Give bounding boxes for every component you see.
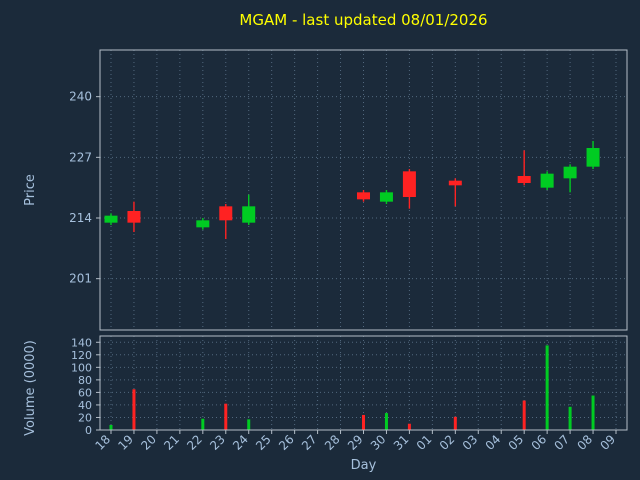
volume-bar [384,413,388,430]
x-tick-label: 25 [253,432,274,453]
candle-body-up [196,220,210,228]
price-tick-label: 201 [69,272,92,286]
candle-body-down [448,180,462,186]
x-tick-label: 19 [115,432,136,453]
x-tick-label: 30 [368,432,389,453]
x-tick-label: 24 [230,432,251,453]
volume-bar [453,416,457,430]
candle-body-down [517,176,531,183]
x-tick-label: 05 [506,432,527,453]
x-tick-label: 04 [483,432,504,453]
day-axis-label: Day [351,458,377,473]
x-tick-label: 28 [322,432,343,453]
volume-tick-label: 0 [85,424,92,437]
x-tick-label: 18 [92,432,113,453]
x-tick-label: 23 [207,432,228,453]
volume-bar [247,419,251,430]
candle-body-up [563,166,577,179]
x-tick-label: 02 [437,432,458,453]
volume-bar [591,395,595,430]
candle-body-up [104,215,118,223]
candle-body-down [402,171,416,197]
x-tick-label: 27 [299,432,320,453]
candle-body-up [379,192,393,202]
x-tick-label: 31 [391,432,412,453]
x-tick-label: 26 [276,432,297,453]
volume-bar [362,414,365,430]
volume-tick-label: 40 [78,399,92,412]
volume-bar [109,424,113,430]
volume-bar [224,403,228,430]
candle-body-down [127,211,141,223]
volume-tick-label: 100 [71,361,92,374]
volume-bar [545,345,549,430]
x-tick-label: 06 [529,432,550,453]
volume-tick-label: 120 [71,349,92,362]
candle-body-up [586,148,600,167]
candle-body-up [242,206,256,223]
volume-tick-label: 80 [78,374,92,387]
x-tick-label: 07 [552,432,573,453]
x-tick-label: 03 [460,432,481,453]
x-tick-label: 22 [184,432,205,453]
price-tick-label: 227 [69,150,92,164]
candle-body-up [540,173,554,188]
volume-tick-label: 20 [78,411,92,424]
x-tick-label: 21 [161,432,182,453]
volume-tick-label: 60 [78,386,92,399]
volume-bar [201,418,205,430]
candle-body-down [357,192,370,200]
x-tick-label: 01 [414,432,435,453]
volume-bar [132,389,136,430]
volume-bar [522,400,526,430]
x-tick-label: 08 [574,432,595,453]
price-tick-label: 214 [69,211,92,225]
chart-title: MGAM - last updated 08/01/2026 [239,11,488,29]
x-tick-label: 09 [597,432,618,453]
x-tick-label: 29 [345,432,366,453]
volume-bar [568,406,572,430]
volume-tick-label: 140 [71,336,92,349]
volume-bar [407,423,411,430]
price-tick-label: 240 [69,90,92,104]
candle-body-down [219,206,233,221]
x-tick-label: 20 [138,432,159,453]
volume-axis-label: Volume (0000) [23,340,38,436]
price-panel-border [99,49,628,331]
price-axis-label: Price [23,174,38,206]
